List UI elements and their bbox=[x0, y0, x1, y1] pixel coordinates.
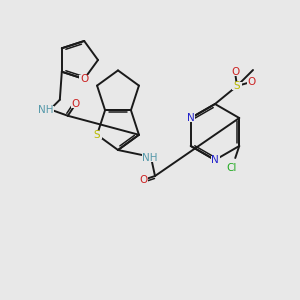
Text: NH: NH bbox=[38, 105, 54, 115]
Text: S: S bbox=[234, 81, 240, 91]
Bar bbox=[92, 131, 102, 139]
Bar bbox=[247, 78, 256, 86]
Bar bbox=[225, 164, 238, 172]
Bar bbox=[71, 100, 80, 108]
Bar bbox=[139, 176, 148, 184]
Bar bbox=[232, 82, 242, 90]
Text: O: O bbox=[231, 67, 239, 77]
Bar bbox=[230, 68, 239, 76]
Text: O: O bbox=[139, 175, 147, 185]
Bar bbox=[186, 114, 195, 122]
Text: N: N bbox=[211, 155, 219, 165]
Text: S: S bbox=[94, 130, 101, 140]
Bar bbox=[142, 154, 158, 162]
Bar bbox=[38, 106, 54, 114]
Text: NH: NH bbox=[142, 153, 158, 163]
Text: O: O bbox=[247, 77, 255, 87]
Text: N: N bbox=[187, 113, 195, 123]
Text: O: O bbox=[80, 74, 88, 84]
Bar bbox=[79, 75, 89, 83]
Text: O: O bbox=[72, 99, 80, 109]
Bar bbox=[211, 156, 220, 164]
Text: Cl: Cl bbox=[226, 163, 236, 173]
